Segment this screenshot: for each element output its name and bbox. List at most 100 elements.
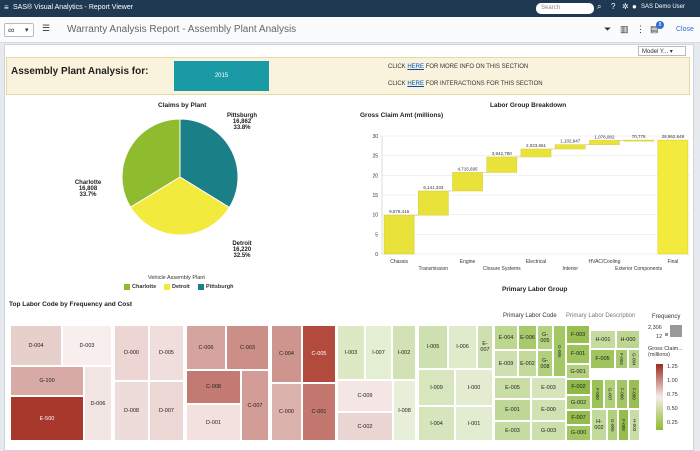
more-icon[interactable]: ⋮ (636, 24, 645, 34)
treemap-tile[interactable]: G-006 (553, 325, 566, 377)
treemap-tile[interactable]: E-000 (531, 399, 566, 421)
treemap-tile[interactable]: H-000 (616, 330, 640, 349)
treemap-tile[interactable]: C-008 (186, 370, 241, 404)
treemap-tile[interactable]: D-005 (149, 325, 184, 381)
treemap-tile[interactable]: G-004 (628, 349, 640, 369)
bar-data-label: 1,078,082 (594, 134, 615, 139)
more-info-link[interactable]: HERE (407, 64, 425, 70)
waterfall-bar[interactable] (623, 139, 654, 142)
waterfall-bar[interactable] (452, 172, 483, 192)
treemap-tile[interactable]: F-003 (566, 325, 590, 344)
filter-icon[interactable]: ⏷ (604, 24, 612, 34)
treemap-tile[interactable]: E-003 (531, 377, 566, 399)
year-selector[interactable]: 2015 (174, 61, 269, 91)
treemap-tile[interactable]: F-000 (591, 379, 604, 409)
pie-label-charlotte: Charlotte 16,808 33.7% (68, 180, 108, 198)
treemap-tile[interactable]: E-005 (494, 377, 531, 399)
treemap-tile[interactable]: I-008 (393, 380, 416, 441)
treemap-tile[interactable]: E-002 (518, 350, 537, 377)
treemap-tile[interactable]: C-006 (186, 325, 226, 370)
settings-icon[interactable]: ✲ (622, 2, 629, 11)
treemap-tile[interactable]: D-004 (10, 325, 62, 366)
treemap-tile[interactable]: D-007 (149, 381, 184, 441)
treemap-tile[interactable]: G-007 (604, 379, 616, 409)
comments-icon[interactable]: ▤ (650, 24, 659, 34)
treemap-tile[interactable]: I-002 (392, 325, 416, 380)
treemap-tile[interactable]: F-004 (615, 349, 628, 369)
user-icon[interactable]: ● (632, 2, 637, 11)
pie-slice-detroit[interactable] (129, 176, 231, 236)
treemap-tile[interactable]: E-001 (494, 399, 531, 421)
treemap-tile[interactable]: C-009 (337, 380, 393, 412)
treemap-tile[interactable]: F-001 (566, 344, 590, 364)
treemap-tile[interactable]: H-003 (629, 409, 640, 441)
treemap-tile[interactable]: G-001 (566, 364, 590, 379)
treemap-tile[interactable]: C-007 (241, 370, 269, 441)
treemap-tile[interactable]: I-009 (418, 369, 455, 406)
treemap-tile[interactable]: F-007 (566, 410, 591, 425)
help-icon[interactable]: ? (611, 2, 616, 11)
treemap-tile[interactable]: F-008 (618, 409, 629, 441)
treemap-tile[interactable]: C-005 (302, 325, 336, 383)
treemap-tile[interactable]: F-006 (616, 379, 628, 409)
treemap-tile[interactable]: I-000 (455, 369, 493, 406)
treemap-tile[interactable]: C-001 (302, 383, 336, 441)
waterfall-bar[interactable] (418, 190, 449, 216)
model-select[interactable]: Model Y... ▾ (638, 46, 686, 56)
interactions-link[interactable]: HERE (407, 81, 425, 87)
waterfall-bar[interactable] (589, 140, 620, 145)
treemap-tile[interactable]: G-002 (566, 395, 591, 410)
treemap-tile[interactable]: D-006 (84, 366, 112, 441)
treemap-tile[interactable]: G-005 (537, 325, 553, 350)
treemap-tile[interactable]: D-003 (62, 325, 112, 366)
treemap-tile[interactable]: F-005 (590, 349, 615, 369)
treemap-tile[interactable]: C-000 (271, 383, 302, 441)
pie-slice-charlotte[interactable] (121, 118, 181, 208)
search-input[interactable]: Search (536, 3, 594, 14)
report-title: Warranty Analysis Report - Assembly Plan… (67, 24, 297, 35)
menu-icon[interactable]: ≡ (4, 3, 9, 12)
treemap-tile[interactable]: I-001 (455, 406, 493, 441)
waterfall-bar[interactable] (554, 144, 586, 150)
pie-label-name: Charlotte (74, 180, 102, 186)
color-tick: 0.50 (667, 406, 678, 412)
treemap-tile[interactable]: D-001 (186, 404, 241, 441)
waterfall-bar[interactable] (657, 139, 689, 255)
treemap-tile[interactable]: G-003 (531, 421, 566, 441)
treemap-tile[interactable]: I-007 (365, 325, 392, 380)
treemap-tile[interactable]: F-009 (628, 379, 640, 409)
treemap-tile[interactable]: I-005 (418, 325, 448, 369)
treemap-tile[interactable]: C-002 (337, 412, 393, 441)
user-name[interactable]: SAS Demo User (641, 4, 686, 10)
treemap-tile[interactable]: C-004 (271, 325, 302, 383)
treemap-tile[interactable]: E-009 (494, 350, 518, 377)
treemap-tile[interactable]: I-004 (418, 406, 455, 441)
treemap-tile[interactable]: G-100 (10, 366, 84, 396)
treemap-tile[interactable]: E-003 (494, 421, 531, 441)
close-button[interactable]: Close (676, 26, 694, 33)
treemap-tile[interactable]: G-000 (566, 425, 591, 441)
waterfall-bar[interactable] (486, 156, 518, 173)
treemap-tile[interactable]: G-008 (537, 350, 553, 377)
treemap-tile[interactable]: E-006 (518, 325, 537, 350)
pie-slice-pittsburgh[interactable] (179, 118, 239, 209)
waterfall-bar[interactable] (383, 214, 415, 255)
treemap-tile[interactable]: E-500 (10, 396, 84, 441)
treemap-tile[interactable]: I-006 (448, 325, 477, 369)
magnifier-icon[interactable]: ⌕ (597, 2, 602, 11)
list-icon[interactable]: ☰ (42, 23, 51, 33)
report-menu-button[interactable]: ∞ ▾ (4, 23, 34, 37)
treemap-tile[interactable]: F-002 (566, 379, 591, 395)
treemap-tile[interactable]: I-003 (337, 325, 365, 380)
treemap-tile[interactable]: G-009 (607, 409, 618, 441)
treemap-tile[interactable]: D-008 (114, 381, 149, 441)
pie-title: Claims by Plant (158, 102, 207, 109)
panel-icon[interactable]: ▥ (620, 24, 629, 34)
treemap-tile[interactable]: E-004 (494, 325, 518, 350)
treemap-tile[interactable]: C-003 (226, 325, 269, 370)
waterfall-bar[interactable] (520, 148, 552, 158)
treemap-tile[interactable]: E-007 (477, 325, 493, 369)
treemap-tile[interactable]: H-002 (591, 409, 607, 441)
treemap-tile[interactable]: H-001 (590, 330, 616, 349)
treemap-tile[interactable]: D-000 (114, 325, 149, 381)
